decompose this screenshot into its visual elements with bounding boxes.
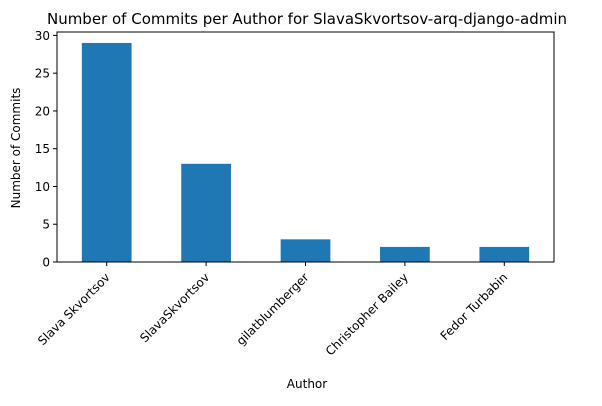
y-tick-label-5: 25	[35, 67, 50, 81]
x-tick-label-3: Christopher Bailey	[323, 270, 411, 358]
y-tick-label-4: 20	[35, 104, 50, 118]
axes-frame	[56, 31, 555, 263]
bar-1	[181, 163, 231, 262]
y-tick-label-2: 10	[35, 180, 50, 194]
x-tick-label-2: gilatblumberger	[234, 270, 312, 348]
x-tick-label-1: SlavaSkvortsov	[137, 270, 212, 345]
bar-0	[81, 42, 132, 263]
x-tick-label-4: Fedor Turbabin	[438, 270, 511, 343]
bar-3	[380, 246, 430, 262]
x-axis-label: Author	[287, 377, 327, 391]
y-tick-label-3: 15	[35, 142, 50, 156]
bar-2	[280, 239, 331, 262]
y-tick-label-6: 30	[35, 29, 50, 43]
plot-area: 0 5 10 15 20 25 30 Slava Skvortsov SlavaSkvortso…	[35, 29, 555, 358]
bar-4	[479, 246, 530, 262]
y-tick-label-0: 0	[42, 256, 50, 270]
y-tick-label-1: 5	[42, 218, 50, 232]
y-axis-label: Number of Commits	[9, 88, 23, 209]
x-tick-label-0: Slava Skvortsov	[35, 270, 113, 348]
chart-title: Number of Commits per Author for SlavaSk…	[47, 10, 567, 28]
